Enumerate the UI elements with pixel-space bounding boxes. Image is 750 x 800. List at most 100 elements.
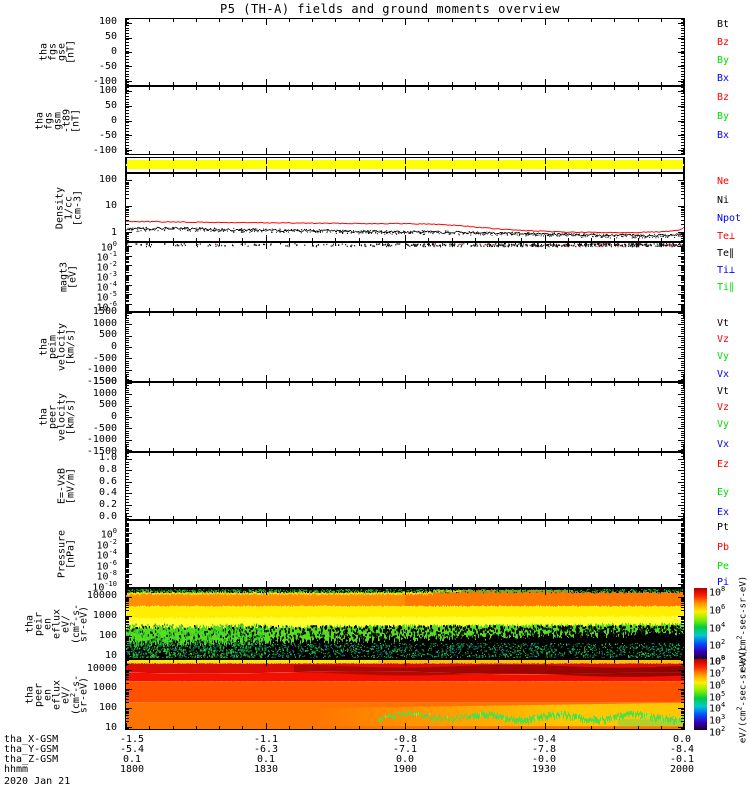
y-minor-tick: [681, 125, 684, 126]
y-tick-label: -50: [98, 129, 117, 141]
y-minor-tick: [126, 630, 129, 631]
y-minor-tick: [126, 267, 129, 268]
y-minor-tick: [681, 266, 684, 267]
y-minor-tick: [681, 295, 684, 296]
y-minor-tick: [681, 184, 684, 185]
legend-label: Te∥: [717, 248, 735, 259]
y-minor-tick: [681, 525, 684, 526]
x-tick-mark: [335, 383, 336, 386]
x-tick-mark: [219, 655, 220, 658]
x-tick-mark: [521, 521, 522, 524]
y-minor-tick: [126, 431, 129, 432]
y-minor-tick: [126, 572, 129, 573]
x-tick-mark: [126, 375, 127, 381]
x-tick-mark: [359, 313, 360, 316]
y-minor-tick: [681, 191, 684, 192]
y-minor-tick: [126, 539, 129, 540]
y-major-tick: [678, 708, 684, 709]
y-minor-tick: [681, 618, 684, 619]
x-axis-value: -1.5: [119, 734, 145, 745]
x-tick-mark: [173, 521, 174, 524]
y-tick-label: 10-1: [96, 250, 117, 264]
y-minor-tick: [681, 540, 684, 541]
x-tick-mark: [149, 726, 150, 729]
x-tick-mark: [545, 723, 546, 729]
x-tick-mark: [289, 238, 290, 241]
x-tick-mark: [498, 169, 499, 172]
y-tick-label: 100: [98, 16, 117, 28]
y-minor-tick: [681, 250, 684, 251]
x-tick-mark: [521, 82, 522, 85]
y-minor-tick: [681, 253, 684, 254]
y-minor-tick: [126, 300, 129, 301]
x-tick-mark: [428, 87, 429, 90]
y-minor-tick: [681, 59, 684, 60]
y-minor-tick: [126, 601, 129, 602]
y-minor-tick: [681, 42, 684, 43]
y-tick-label: -100: [92, 75, 117, 87]
y-minor-tick: [126, 433, 129, 434]
y-minor-tick: [126, 128, 129, 129]
x-tick-mark: [359, 448, 360, 451]
y-minor-tick: [126, 586, 129, 587]
x-tick-mark: [149, 238, 150, 241]
y-minor-tick: [681, 544, 684, 545]
x-tick-mark: [219, 313, 220, 316]
y-major-tick: [678, 313, 684, 314]
x-tick-mark: [312, 243, 313, 246]
y-tick-label: 0.8: [98, 463, 117, 475]
y-minor-tick: [126, 510, 129, 511]
y-major-tick: [126, 440, 132, 441]
y-major-tick: [126, 655, 132, 656]
x-tick-mark: [219, 19, 220, 22]
y-major-tick: [126, 150, 132, 151]
x-tick-mark: [266, 453, 267, 459]
y-minor-tick: [126, 699, 129, 700]
y-minor-tick: [126, 214, 129, 215]
y-minor-tick: [681, 657, 684, 658]
y-minor-tick: [681, 207, 684, 208]
x-tick-mark: [173, 169, 174, 172]
y-minor-tick: [681, 683, 684, 684]
y-tick-label: 1.0: [98, 451, 117, 463]
x-tick-mark: [335, 726, 336, 729]
y-minor-tick: [681, 528, 684, 529]
y-minor-tick: [681, 690, 684, 691]
y-minor-tick: [126, 53, 129, 54]
y-minor-tick: [126, 327, 129, 328]
y-minor-tick: [126, 640, 129, 641]
y-minor-tick: [681, 45, 684, 46]
x-tick-mark: [591, 521, 592, 524]
y-minor-tick: [126, 388, 129, 389]
x-tick-mark: [452, 308, 453, 311]
x-tick-mark: [638, 158, 639, 161]
x-tick-mark: [242, 378, 243, 381]
y-minor-tick: [126, 224, 129, 225]
x-tick-mark: [428, 19, 429, 22]
y-minor-tick: [681, 139, 684, 140]
y-minor-tick: [126, 607, 129, 608]
legend-label: Pi: [717, 577, 730, 588]
x-tick-mark: [266, 87, 267, 93]
y-major-tick: [678, 383, 684, 384]
y-minor-tick: [681, 523, 684, 524]
x-axis-value: 0.1: [256, 754, 276, 765]
peer-spec-canvas: [126, 660, 684, 729]
x-tick-mark: [475, 169, 476, 172]
y-minor-tick: [681, 282, 684, 283]
y-minor-tick: [126, 721, 129, 722]
y-minor-tick: [126, 249, 129, 250]
x-tick-mark: [219, 151, 220, 154]
y-major-tick: [678, 574, 684, 575]
x-tick-mark: [196, 516, 197, 519]
x-tick-mark: [521, 448, 522, 451]
y-minor-tick: [126, 556, 129, 557]
y-minor-tick: [681, 39, 684, 40]
colorbar-tick-label: 104: [709, 701, 726, 715]
x-tick-mark: [196, 453, 197, 456]
legend-label: Ne: [717, 176, 730, 187]
y-minor-tick: [126, 298, 129, 299]
x-tick-mark: [173, 243, 174, 246]
y-minor-tick: [681, 548, 684, 549]
x-tick-mark: [614, 19, 615, 22]
